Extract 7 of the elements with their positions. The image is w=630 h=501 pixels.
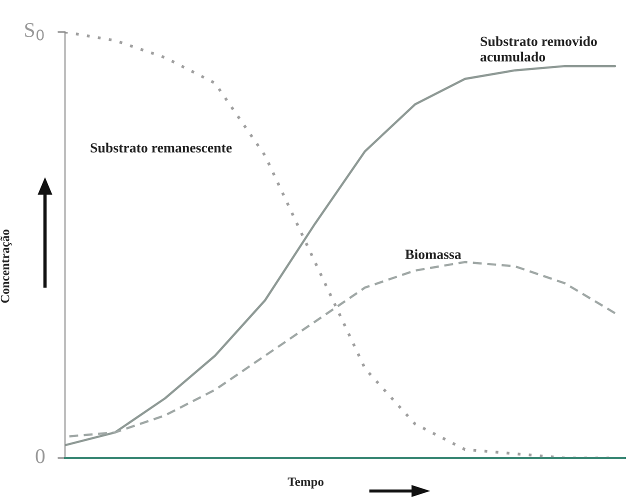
series-label: Substrato remanescente <box>90 142 232 153</box>
text: 0 <box>36 449 45 464</box>
y-axis-title: Concentração <box>0 230 12 303</box>
series-label: Biomassa <box>405 249 462 260</box>
series-label: Substrato removido acumulado <box>480 36 597 62</box>
text: S$_{0}$ <box>25 23 44 40</box>
x-axis-title: Tempo <box>288 478 324 489</box>
